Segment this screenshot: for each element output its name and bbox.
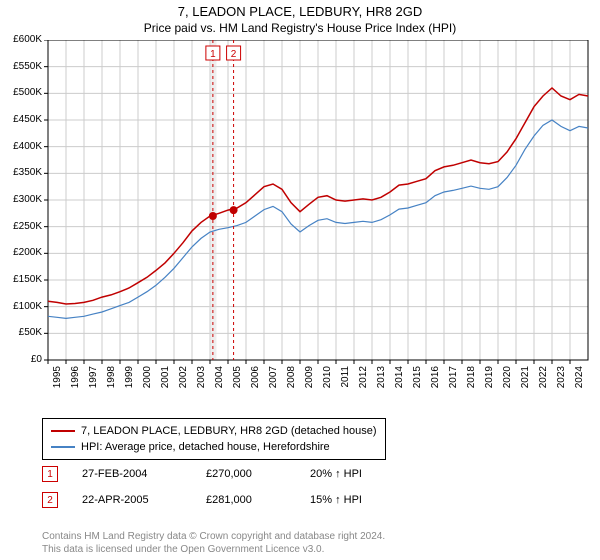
transaction-date: 27-FEB-2004: [82, 468, 182, 480]
x-axis-label: 2009: [304, 366, 315, 396]
x-axis-label: 2005: [232, 366, 243, 396]
y-axis-label: £450K: [2, 114, 42, 125]
transaction-row: 2 22-APR-2005 £281,000 15% ↑ HPI: [42, 492, 362, 508]
y-axis-label: £400K: [2, 141, 42, 152]
x-axis-label: 2022: [538, 366, 549, 396]
x-axis-label: 1995: [52, 366, 63, 396]
x-axis-label: 2008: [286, 366, 297, 396]
y-axis-label: £150K: [2, 274, 42, 285]
transaction-badge: 2: [42, 492, 58, 508]
x-axis-label: 1997: [88, 366, 99, 396]
x-axis-label: 2018: [466, 366, 477, 396]
x-axis-label: 2014: [394, 366, 405, 396]
transaction-delta: 20% ↑ HPI: [310, 468, 362, 480]
x-axis-label: 2023: [556, 366, 567, 396]
x-axis-label: 2010: [322, 366, 333, 396]
x-axis-label: 2006: [250, 366, 261, 396]
page-subtitle: Price paid vs. HM Land Registry's House …: [0, 19, 600, 39]
y-axis-label: £350K: [2, 167, 42, 178]
transaction-price: £281,000: [206, 494, 286, 506]
x-axis-label: 2003: [196, 366, 207, 396]
x-axis-label: 1999: [124, 366, 135, 396]
legend-item: 7, LEADON PLACE, LEDBURY, HR8 2GD (detac…: [51, 423, 377, 439]
y-axis-label: £250K: [2, 221, 42, 232]
x-axis-label: 2013: [376, 366, 387, 396]
transaction-price: £270,000: [206, 468, 286, 480]
attribution: Contains HM Land Registry data © Crown c…: [42, 530, 385, 556]
x-axis-label: 2021: [520, 366, 531, 396]
x-axis-label: 2004: [214, 366, 225, 396]
x-axis-label: 2015: [412, 366, 423, 396]
transaction-delta: 15% ↑ HPI: [310, 494, 362, 506]
y-axis-label: £200K: [2, 247, 42, 258]
y-axis-label: £600K: [2, 34, 42, 45]
chart-svg: 12: [0, 40, 592, 364]
svg-text:2: 2: [231, 49, 237, 60]
legend-item: HPI: Average price, detached house, Here…: [51, 439, 377, 455]
page-title: 7, LEADON PLACE, LEDBURY, HR8 2GD: [0, 0, 600, 19]
x-axis-label: 2011: [340, 366, 351, 396]
transaction-row: 1 27-FEB-2004 £270,000 20% ↑ HPI: [42, 466, 362, 482]
x-axis-label: 2001: [160, 366, 171, 396]
transaction-badge: 1: [42, 466, 58, 482]
x-axis-label: 2016: [430, 366, 441, 396]
x-axis-label: 1996: [70, 366, 81, 396]
y-axis-label: £300K: [2, 194, 42, 205]
svg-text:1: 1: [210, 49, 216, 60]
x-axis-label: 2007: [268, 366, 279, 396]
x-axis-label: 2002: [178, 366, 189, 396]
transaction-date: 22-APR-2005: [82, 494, 182, 506]
x-axis-label: 1998: [106, 366, 117, 396]
y-axis-label: £500K: [2, 87, 42, 98]
legend-swatch: [51, 430, 75, 432]
x-axis-label: 2024: [574, 366, 585, 396]
legend-label: HPI: Average price, detached house, Here…: [81, 441, 330, 453]
x-axis-label: 2012: [358, 366, 369, 396]
legend-swatch: [51, 446, 75, 448]
y-axis-label: £550K: [2, 61, 42, 72]
attribution-line: This data is licensed under the Open Gov…: [42, 543, 385, 556]
legend-label: 7, LEADON PLACE, LEDBURY, HR8 2GD (detac…: [81, 425, 377, 437]
legend: 7, LEADON PLACE, LEDBURY, HR8 2GD (detac…: [42, 418, 386, 460]
x-axis-label: 2000: [142, 366, 153, 396]
price-chart: 12 £0£50K£100K£150K£200K£250K£300K£350K£…: [0, 40, 600, 400]
x-axis-label: 2020: [502, 366, 513, 396]
y-axis-label: £100K: [2, 301, 42, 312]
y-axis-label: £50K: [2, 327, 42, 338]
x-axis-label: 2017: [448, 366, 459, 396]
y-axis-label: £0: [2, 354, 42, 365]
x-axis-label: 2019: [484, 366, 495, 396]
attribution-line: Contains HM Land Registry data © Crown c…: [42, 530, 385, 543]
